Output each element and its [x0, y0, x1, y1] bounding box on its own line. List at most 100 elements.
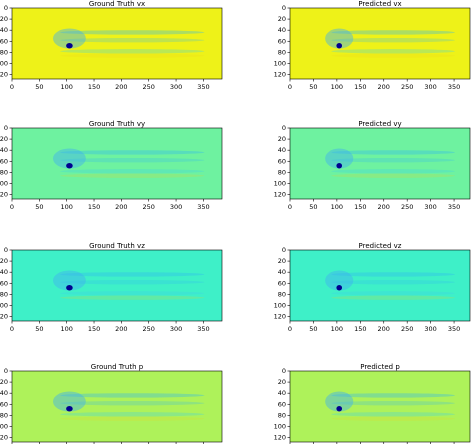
- y-tick-label: 60: [0, 400, 8, 408]
- wake-streak: [331, 272, 455, 277]
- x-tick-label: 0: [10, 83, 14, 91]
- frame: [289, 7, 471, 80]
- y-tick-label: 120: [0, 71, 8, 79]
- y-tick-label: 80: [278, 290, 286, 298]
- heatmap-background: [290, 371, 470, 442]
- x-tick-label: 350: [197, 203, 209, 211]
- y-tick-label: 100: [274, 301, 286, 309]
- y-tick-label: 120: [274, 191, 286, 199]
- frame: [289, 127, 471, 200]
- y-tick-label: 20: [0, 15, 8, 23]
- y-tick-label: 60: [0, 37, 8, 45]
- x-tick-label: 200: [378, 325, 390, 333]
- wake-streak: [60, 53, 205, 58]
- wake-streak: [60, 291, 205, 296]
- wake-streak: [60, 393, 205, 398]
- heatmap-panel: Predicted vx 0 50 100 150 200 250 300 350 0 20 40 60…: [274, 0, 471, 91]
- x-tick-label: 250: [143, 325, 155, 333]
- y-tick-label: 40: [0, 268, 8, 276]
- x-tick-label: 300: [424, 203, 436, 211]
- y-tick-label: 60: [278, 37, 286, 45]
- y-tick-label: 80: [0, 168, 8, 176]
- y-tick-label: 0: [4, 246, 8, 254]
- y-tick-label: 120: [274, 313, 286, 321]
- y-tick-label: 0: [282, 246, 286, 254]
- wake-streak: [331, 173, 455, 178]
- heatmap-background: [12, 8, 222, 79]
- wake-streak: [60, 173, 205, 178]
- heatmap-background: [12, 128, 222, 199]
- x-tick-label: 0: [288, 203, 292, 211]
- x-tick-label: 200: [378, 83, 390, 91]
- field-features: [325, 148, 455, 178]
- x-tick-label: 50: [309, 83, 317, 91]
- y-tick-label: 0: [4, 367, 8, 375]
- field-features: [325, 28, 455, 58]
- disturbance: [53, 28, 86, 49]
- wake-streak: [331, 169, 455, 174]
- wake-streak: [331, 295, 455, 300]
- obstacle: [66, 42, 73, 49]
- y-tick-label: 100: [0, 179, 8, 187]
- wake-streak: [331, 157, 455, 163]
- x-tick-label: 50: [309, 203, 317, 211]
- wake-streak: [331, 412, 455, 417]
- y-tick-label: 20: [278, 135, 286, 143]
- frame: [11, 370, 223, 443]
- y-tick-label: 120: [0, 191, 8, 199]
- wake-streak: [60, 169, 205, 174]
- disturbance: [53, 148, 86, 169]
- y-tick-label: 100: [0, 301, 8, 309]
- wake-streak: [331, 49, 455, 54]
- wake-streak: [331, 37, 455, 43]
- wake-streak: [331, 400, 455, 406]
- y-tick-label: 80: [0, 48, 8, 56]
- panel-title: Predicted vx: [358, 0, 401, 8]
- y-tick-label: 60: [278, 279, 286, 287]
- field-features: [325, 270, 455, 300]
- panel-title: Ground Truth vy: [89, 120, 145, 128]
- x-tick-label: 50: [35, 83, 43, 91]
- heatmap-panel: Ground Truth vz 0 50 100 150 200 250 300 350 0 20 4…: [0, 242, 223, 333]
- x-tick-label: 200: [115, 325, 127, 333]
- obstacle: [66, 284, 73, 291]
- y-tick-label: 100: [0, 59, 8, 67]
- x-tick-label: 300: [170, 325, 182, 333]
- wake-streak: [60, 295, 205, 300]
- y-tick-label: 40: [278, 268, 286, 276]
- wake-streak: [60, 49, 205, 54]
- y-tick-label: 60: [278, 157, 286, 165]
- x-tick-label: 150: [354, 203, 366, 211]
- x-tick-label: 0: [288, 325, 292, 333]
- y-tick-label: 120: [0, 434, 8, 442]
- wake-streak: [60, 272, 205, 277]
- wake-streak: [331, 150, 455, 155]
- disturbance: [325, 391, 354, 412]
- y-tick-label: 100: [274, 59, 286, 67]
- y-tick-label: 20: [0, 135, 8, 143]
- x-tick-label: 0: [10, 325, 14, 333]
- x-tick-label: 350: [448, 203, 460, 211]
- heatmap-panel: Ground Truth p05010015020025030035002040…: [0, 363, 223, 444]
- x-tick-label: 250: [143, 203, 155, 211]
- panel-title: Ground Truth p: [91, 363, 144, 371]
- heatmap-panel: Predicted vz 0 50 100 150 200 250 300 350 0 20 40 60…: [274, 242, 471, 333]
- y-tick-label: 0: [4, 124, 8, 132]
- disturbance: [325, 148, 354, 169]
- y-tick-label: 120: [0, 313, 8, 321]
- y-tick-label: 40: [278, 146, 286, 154]
- x-tick-label: 50: [309, 325, 317, 333]
- obstacle: [66, 162, 73, 169]
- x-tick-label: 300: [170, 203, 182, 211]
- wake-streak: [60, 400, 205, 406]
- y-tick-label: 20: [0, 257, 8, 265]
- wake-streak: [331, 30, 455, 35]
- y-tick-label: 60: [0, 279, 8, 287]
- x-tick-label: 150: [88, 203, 100, 211]
- frame: [289, 249, 471, 322]
- y-tick-label: 0: [4, 4, 8, 12]
- heatmap-background: [12, 250, 222, 321]
- heatmap-background: [290, 250, 470, 321]
- x-tick-label: 50: [35, 203, 43, 211]
